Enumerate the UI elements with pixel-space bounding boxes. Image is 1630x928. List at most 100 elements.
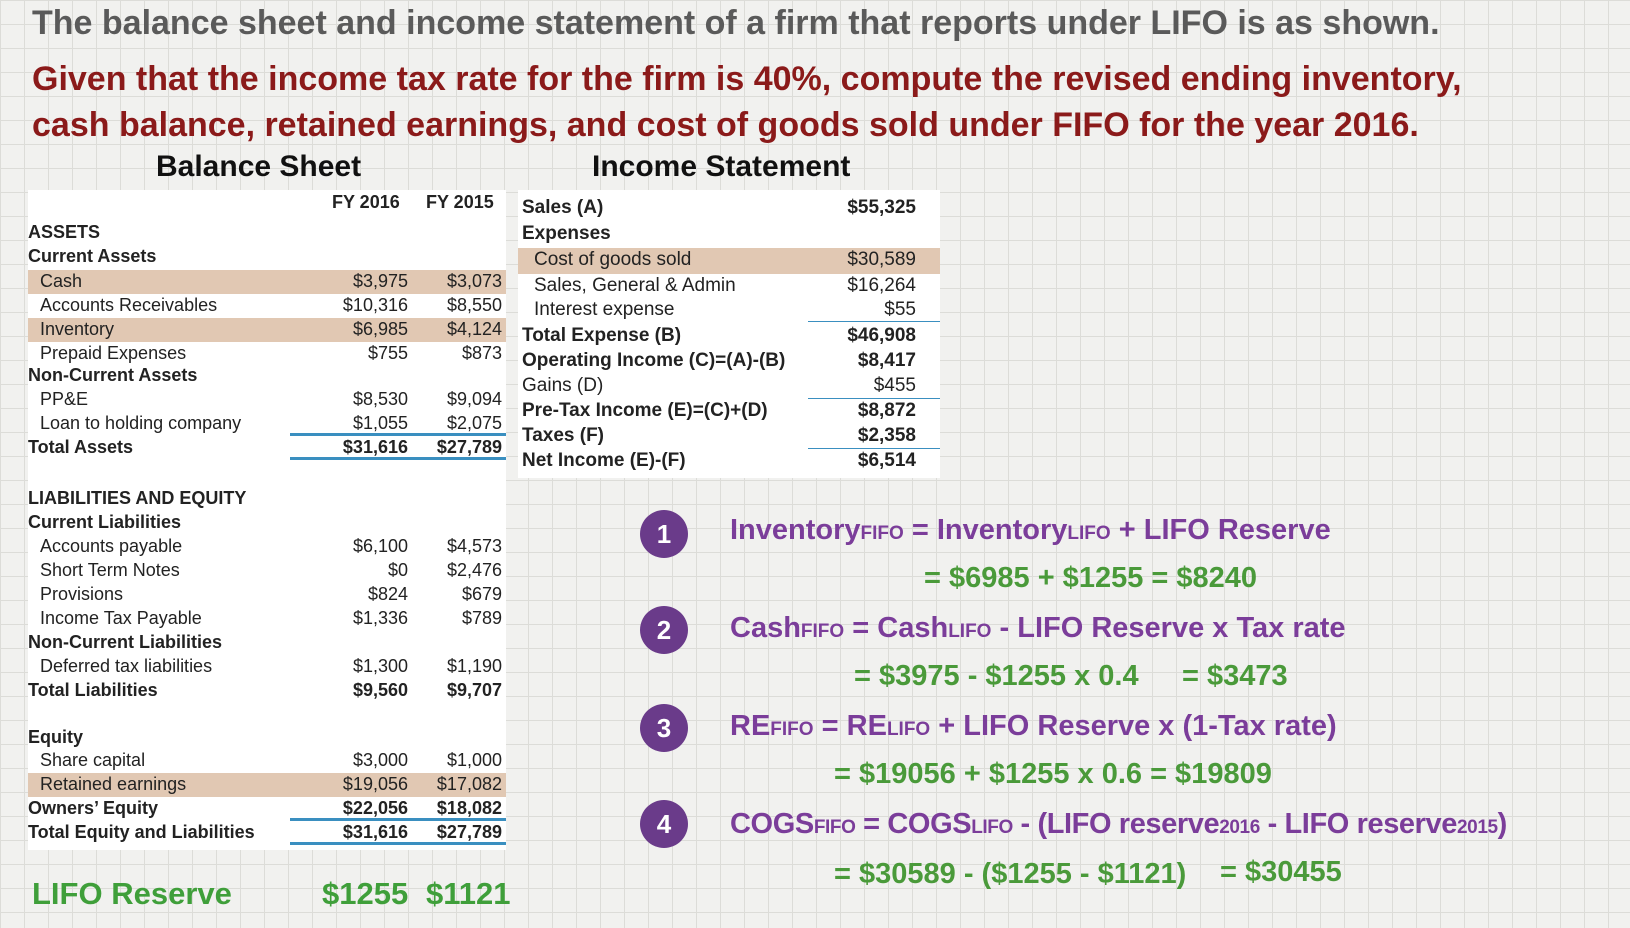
term: Inventory [730,514,861,546]
tail: - LIFO Reserve x Tax rate [999,612,1346,644]
value: $55 [884,299,916,320]
label: Retained earnings [40,774,187,794]
income-statement-table: Sales (A) $55,325 Expenses Cost of goods… [518,190,940,478]
value: $455 [873,375,916,396]
row-deferred-tax: Deferred tax liabilities $1,300 $1,190 [28,655,506,679]
result-1: = $6985 + $1255 = $8240 [924,562,1258,594]
label: Accounts payable [40,536,183,556]
value-2015: $2,476 [446,560,502,580]
equity-heading: Equity [28,726,506,750]
value-2016: $8,530 [352,389,408,409]
subscript: LIFO [886,719,931,740]
value-2015: $9,094 [446,389,502,409]
noncurrent-assets-heading: Non-Current Assets [28,364,506,388]
row-prepaid-expenses: Prepaid Expenses $755 $873 [28,342,506,366]
subscript: FIFO [813,817,856,838]
subscript: LIFO [971,817,1013,838]
double-underline [290,842,506,845]
row-sga: Sales, General & Admin $16,264 [518,274,940,300]
value-2016: $9,560 [352,680,408,700]
term: RE [730,710,771,742]
question-text: Given that the income tax rate for the f… [32,56,1462,148]
row-interest-expense: Interest expense $55 [518,298,940,324]
row-accounts-payable: Accounts payable $6,100 $4,573 [28,535,506,559]
label: Deferred tax liabilities [40,656,213,676]
formula-2: CashFIFO = CashLIFO - LIFO Reserve x Tax… [730,612,1346,645]
label: Total Equity and Liabilities [28,822,255,842]
value-2016: $6,985 [352,319,408,339]
term: Cash [877,612,949,644]
value: $30,589 [847,249,916,270]
lifo-reserve-2015: $1121 [426,876,511,911]
label: Sales (A) [522,197,604,218]
label: Equity [28,727,84,747]
value-2016: $755 [367,343,408,363]
step-1-badge: 1 [640,510,688,558]
term: Cash [730,612,801,644]
row-total-liabilities: Total Liabilities $9,560 $9,707 [28,679,506,703]
label: Short Term Notes [40,560,180,580]
label: Inventory [40,319,115,339]
label: Cost of goods sold [534,249,692,270]
value-2016: $10,316 [342,295,408,315]
label: Cash [40,271,83,291]
question-line-1: The balance sheet and income statement o… [32,4,1440,42]
label: Prepaid Expenses [40,343,187,363]
question-line-3: cash balance, retained earnings, and cos… [32,106,1419,144]
row-owners-equity: Owners’ Equity $22,056 $18,082 [28,797,506,821]
question-line-2: Given that the income tax rate for the f… [32,60,1462,98]
assets-heading: ASSETS [28,221,506,245]
equals: = [911,514,929,546]
underline [290,818,506,821]
subscript: FIFO [800,621,845,642]
value-2015: $27,789 [436,822,502,842]
value-2015: $8,550 [446,295,502,315]
balance-sheet-title: Balance Sheet [156,150,362,183]
value-2016: $3,975 [352,271,408,291]
row-total-assets: Total Assets $31,616 $27,789 [28,436,506,460]
income-statement-title: Income Statement [592,150,851,183]
step-4-badge: 4 [640,800,688,848]
subscript: 2016 [1219,817,1260,838]
lifo-reserve-label: LIFO Reserve [32,876,232,911]
label: Gains (D) [522,375,604,396]
value: $8,417 [857,350,916,371]
row-taxes: Taxes (F) $2,358 [518,424,940,450]
row-operating-income: Operating Income (C)=(A)-(B) $8,417 [518,349,940,375]
current-assets-heading: Current Assets [28,245,506,269]
row-pretax-income: Pre-Tax Income (E)=(C)+(D) $8,872 [518,399,940,425]
label: Expenses [522,223,611,244]
current-liabilities-heading: Current Liabilities [28,511,506,535]
row-share-capital: Share capital $3,000 $1,000 [28,749,506,773]
equals: = [821,710,839,742]
step-2-badge: 2 [640,606,688,654]
value-2015: $4,124 [446,319,502,339]
row-inventory: Inventory $6,985 $4,124 [28,318,506,342]
label: Interest expense [534,299,675,320]
term: RE [846,710,887,742]
row-gains: Gains (D) $455 [518,374,940,400]
label: Operating Income (C)=(A)-(B) [522,350,786,371]
formula-1: InventoryFIFO = InventoryLIFO + LIFO Res… [730,514,1331,547]
value-2015: $9,707 [446,680,502,700]
value-2015: $1,190 [446,656,502,676]
formula-4: COGSFIFO = COGSLIFO - (LIFO reserve2016 … [730,808,1507,841]
tail: + LIFO Reserve [1118,514,1331,546]
label: Provisions [40,584,124,604]
value-2016: $1,300 [352,656,408,676]
noncurrent-liabilities-heading: Non-Current Liabilities [28,631,506,655]
label: Loan to holding company [40,413,242,433]
double-underline [290,457,506,460]
tail: - (LIFO reserve [1020,808,1220,840]
value-2016: $31,616 [342,822,408,842]
value-2016: $22,056 [342,798,408,818]
lifo-reserve-2016: $1255 [322,876,409,911]
value: $2,358 [857,425,916,446]
result-3: = $19056 + $1255 x 0.6 = $19809 [834,758,1272,790]
value-2016: $0 [387,560,408,580]
liabilities-equity-heading: LIABILITIES AND EQUITY [28,487,506,511]
label: Accounts Receivables [40,295,218,315]
row-accounts-receivables: Accounts Receivables $10,316 $8,550 [28,294,506,318]
row-loan-holding: Loan to holding company $1,055 $2,075 [28,412,506,436]
value-2015: $4,573 [446,536,502,556]
